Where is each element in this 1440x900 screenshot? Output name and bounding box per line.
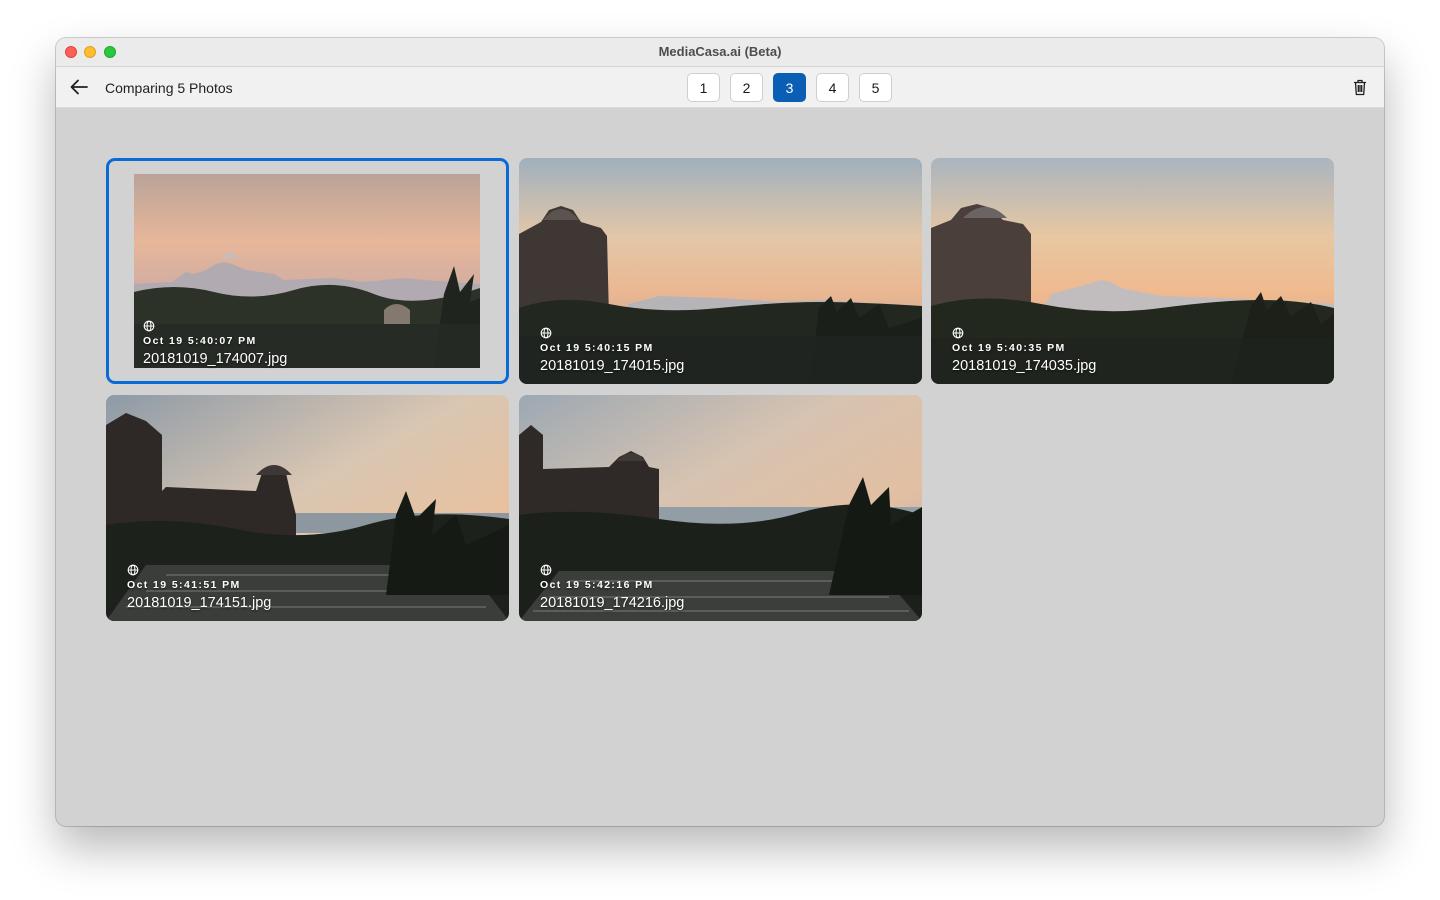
photo-timestamp: Oct 19 5:40:07 PM xyxy=(143,335,257,347)
globe-icon xyxy=(540,327,552,339)
photo-info: Oct 19 5:40:07 PM 20181019_174007.jpg xyxy=(143,320,287,367)
close-window-button[interactable] xyxy=(65,46,77,58)
page-button-3[interactable]: 3 xyxy=(773,73,806,102)
minimize-window-button[interactable] xyxy=(84,46,96,58)
page-button-4[interactable]: 4 xyxy=(816,73,849,102)
globe-icon xyxy=(143,320,155,332)
globe-icon xyxy=(540,564,552,576)
photo-timestamp: Oct 19 5:40:15 PM xyxy=(540,342,654,354)
photo-thumbnail xyxy=(134,174,480,368)
photo-filename: 20181019_174216.jpg xyxy=(540,595,685,611)
page-button-1[interactable]: 1 xyxy=(687,73,720,102)
delete-button[interactable] xyxy=(1350,77,1370,97)
app-window: MediaCasa.ai (Beta) Comparing 5 Photos 1… xyxy=(56,38,1384,826)
photo-filename: 20181019_174015.jpg xyxy=(540,358,685,374)
photo-card[interactable]: Oct 19 5:40:07 PM 20181019_174007.jpg xyxy=(106,158,509,384)
photo-timestamp: Oct 19 5:42:16 PM xyxy=(540,579,654,591)
title-bar: MediaCasa.ai (Beta) xyxy=(56,38,1384,67)
photo-card[interactable]: Oct 19 5:40:35 PM 20181019_174035.jpg xyxy=(931,158,1334,384)
photo-filename: 20181019_174151.jpg xyxy=(127,595,272,611)
photo-info: Oct 19 5:42:16 PM 20181019_174216.jpg xyxy=(540,564,684,611)
globe-icon xyxy=(952,327,964,339)
photo-card[interactable]: Oct 19 5:40:15 PM 20181019_174015.jpg xyxy=(519,158,922,384)
page-button-2[interactable]: 2 xyxy=(730,73,763,102)
photo-info: Oct 19 5:41:51 PM 20181019_174151.jpg xyxy=(127,564,271,611)
photo-info: Oct 19 5:40:35 PM 20181019_174035.jpg xyxy=(952,327,1096,374)
page-button-5[interactable]: 5 xyxy=(859,73,892,102)
photo-grid: Oct 19 5:40:07 PM 20181019_174007.jpg xyxy=(56,108,1384,826)
photo-thumbnail xyxy=(519,158,922,384)
photo-thumbnail xyxy=(931,158,1334,384)
photo-thumbnail xyxy=(106,395,509,621)
zoom-window-button[interactable] xyxy=(104,46,116,58)
photo-timestamp: Oct 19 5:40:35 PM xyxy=(952,342,1066,354)
comparison-title: Comparing 5 Photos xyxy=(105,80,233,96)
photo-info: Oct 19 5:40:15 PM 20181019_174015.jpg xyxy=(540,327,684,374)
photo-filename: 20181019_174035.jpg xyxy=(952,358,1097,374)
photo-timestamp: Oct 19 5:41:51 PM xyxy=(127,579,241,591)
photo-thumbnail xyxy=(519,395,922,621)
toolbar: Comparing 5 Photos 1 2 3 4 5 xyxy=(56,67,1384,108)
photo-card[interactable]: Oct 19 5:41:51 PM 20181019_174151.jpg xyxy=(106,395,509,621)
window-title: MediaCasa.ai (Beta) xyxy=(658,44,782,59)
photo-card[interactable]: Oct 19 5:42:16 PM 20181019_174216.jpg xyxy=(519,395,922,621)
globe-icon xyxy=(127,564,139,576)
back-button[interactable] xyxy=(68,77,90,97)
photo-filename: 20181019_174007.jpg xyxy=(143,351,288,367)
photo-pager: 1 2 3 4 5 xyxy=(687,73,892,102)
trash-icon xyxy=(1354,79,1366,95)
arrow-left-icon xyxy=(70,79,88,95)
